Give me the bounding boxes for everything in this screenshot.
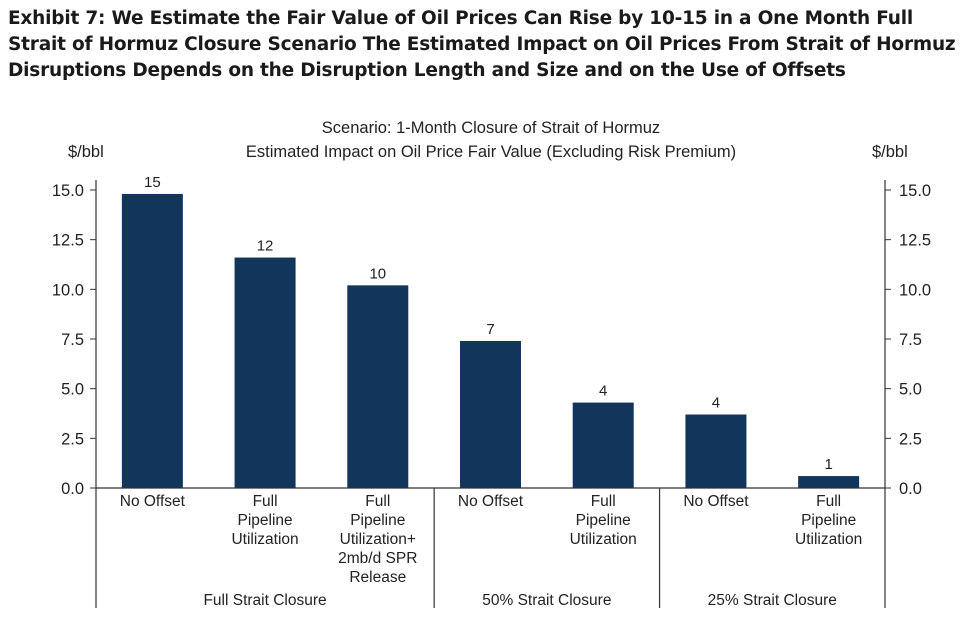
y-tick-label-left: 12.5 [52,232,84,250]
y-tick-label-right: 5.0 [899,381,922,399]
chart-subtitle: Estimated Impact on Oil Price Fair Value… [246,143,736,161]
bar [234,257,296,488]
data-label: 10 [369,265,386,282]
bar [572,402,634,488]
y-tick-label-left: 15.0 [52,182,84,200]
bar [685,414,747,488]
category-label: Pipeline [350,512,405,529]
category-label: Pipeline [237,512,292,529]
category-label: Utilization+ [340,531,416,548]
category-label: Release [349,569,406,586]
data-label: 4 [712,394,720,411]
category-label: 2mb/d SPR [338,550,417,567]
category-label: Utilization [231,531,298,548]
group-label: Full Strait Closure [203,592,326,609]
y-tick-label-right: 2.5 [899,430,922,448]
bar [460,340,521,488]
y-tick-label-right: 15.0 [899,182,931,200]
y-axis-label-left: $/bbl [68,143,104,161]
bar [347,285,409,488]
data-label: 4 [599,383,607,400]
group-label: 50% Strait Closure [482,592,611,609]
category-label: Pipeline [801,512,856,529]
data-label: 7 [486,321,494,338]
category-label: Full [253,493,278,510]
category-label: No Offset [683,493,749,510]
y-tick-label-right: 0.0 [899,480,922,498]
data-label: 15 [144,174,161,191]
bar [121,193,183,488]
data-label: 12 [257,238,274,255]
exhibit-title: Exhibit 7: We Estimate the Fair Value of… [8,8,956,81]
category-label: No Offset [458,493,524,510]
category-label: Full [816,493,841,510]
y-axis-label-right: $/bbl [872,143,908,161]
y-tick-label-right: 12.5 [899,232,931,250]
category-label: Full [365,493,390,510]
bar [798,476,860,488]
y-tick-label-left: 5.0 [61,381,84,399]
y-tick-label-right: 7.5 [899,331,922,349]
category-label: Full [591,493,616,510]
data-label: 1 [824,456,832,473]
group-label: 25% Strait Closure [708,592,837,609]
y-tick-label-left: 10.0 [52,281,84,299]
category-label: Pipeline [576,512,631,529]
category-label: Utilization [795,531,862,548]
category-label: Utilization [570,531,637,548]
y-tick-label-left: 7.5 [61,331,84,349]
chart-title: Scenario: 1-Month Closure of Strait of H… [322,119,660,137]
y-tick-label-left: 0.0 [61,480,84,498]
y-tick-label-right: 10.0 [899,281,931,299]
category-label: No Offset [120,493,186,510]
y-tick-label-left: 2.5 [61,430,84,448]
